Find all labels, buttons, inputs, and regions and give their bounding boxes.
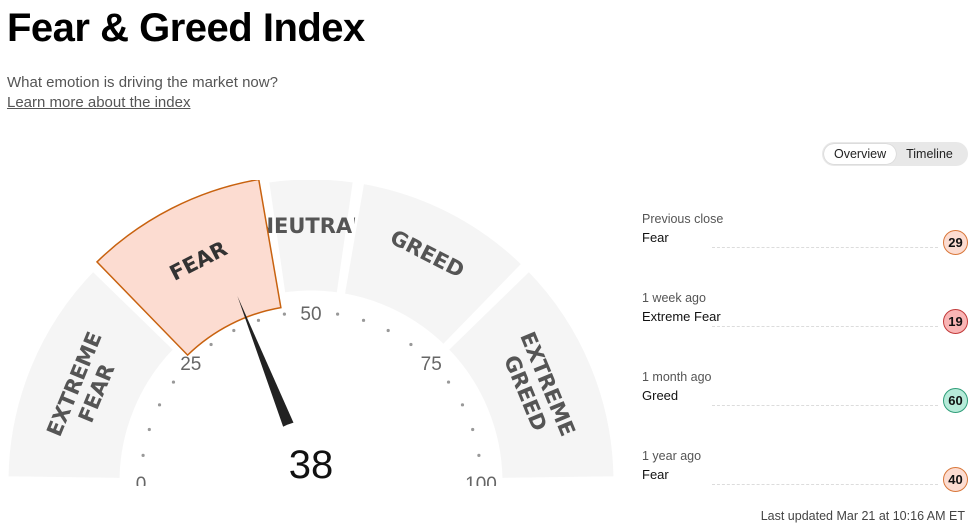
- history-divider: [712, 247, 938, 248]
- history-row: 1 year ago Fear 40: [642, 449, 968, 509]
- gauge-segment: [95, 180, 282, 357]
- last-updated: Last updated Mar 21 at 10:16 AM ET: [760, 509, 965, 523]
- page-title: Fear & Greed Index: [7, 6, 365, 50]
- history-period: 1 week ago: [642, 291, 706, 305]
- timeline-tab[interactable]: Timeline: [906, 147, 953, 161]
- history-rating: Fear: [642, 467, 669, 482]
- gauge-scale-dot: [256, 318, 261, 322]
- history-rating: Extreme Fear: [642, 309, 721, 324]
- history-value-badge: 60: [943, 388, 968, 413]
- gauge-center-hub: [249, 420, 373, 486]
- history-period: 1 year ago: [642, 449, 702, 463]
- history-row: 1 month ago Greed 60: [642, 370, 968, 430]
- history-value-badge: 19: [943, 309, 968, 334]
- history-divider: [712, 484, 938, 485]
- gauge-scale-dot: [157, 403, 162, 407]
- gauge-tick-label: 0: [136, 474, 147, 486]
- gauge-scale-dot: [409, 342, 413, 347]
- gauge-scale-dot: [446, 380, 451, 384]
- history-rating: Greed: [642, 388, 679, 403]
- history-divider: [712, 326, 938, 327]
- gauge-segment: [341, 180, 526, 348]
- view-toggle: Overview Timeline: [822, 142, 968, 166]
- gauge-tick-label: 100: [465, 474, 497, 486]
- gauge-scale-dot: [335, 312, 340, 316]
- page-subtitle: What emotion is driving the market now?: [7, 74, 278, 91]
- gauge-tick-label: 75: [421, 354, 442, 375]
- overview-tab[interactable]: Overview: [824, 144, 897, 164]
- history-rating: Fear: [642, 230, 669, 245]
- gauge-scale-dot: [460, 403, 465, 407]
- history-row: 1 week ago Extreme Fear 19: [642, 291, 968, 351]
- gauge-scale-dot: [209, 342, 213, 347]
- gauge-scale-dot: [232, 328, 236, 333]
- history-divider: [712, 405, 938, 406]
- gauge-scale-dot: [471, 427, 475, 432]
- gauge-scale-dot: [147, 427, 151, 432]
- gauge-scale-dot: [386, 328, 390, 333]
- gauge-scale-dot: [171, 380, 176, 384]
- gauge-scale-dot: [141, 453, 145, 458]
- gauge-segment: [445, 267, 617, 481]
- gauge-tick-label: 25: [180, 354, 201, 375]
- gauge-segment: [265, 180, 357, 296]
- gauge-scale-dot: [282, 312, 287, 316]
- gauge-tick-label: 50: [300, 304, 321, 325]
- gauge-segment-label: NEUTRAL: [256, 214, 365, 238]
- gauge-scale-dot: [477, 453, 481, 458]
- gauge-value: 38: [289, 443, 334, 486]
- history-period: Previous close: [642, 212, 724, 226]
- history-period: 1 month ago: [642, 370, 712, 384]
- gauge-segment: [5, 267, 177, 481]
- history-row: Previous close Fear 29: [642, 212, 968, 272]
- history-value-badge: 29: [943, 230, 968, 255]
- gauge-scale-dot: [361, 318, 366, 322]
- history-value-badge: 40: [943, 467, 968, 492]
- learn-more-link[interactable]: Learn more about the index: [7, 94, 191, 111]
- gauge-segment-label-line: NEUTRAL: [256, 214, 365, 238]
